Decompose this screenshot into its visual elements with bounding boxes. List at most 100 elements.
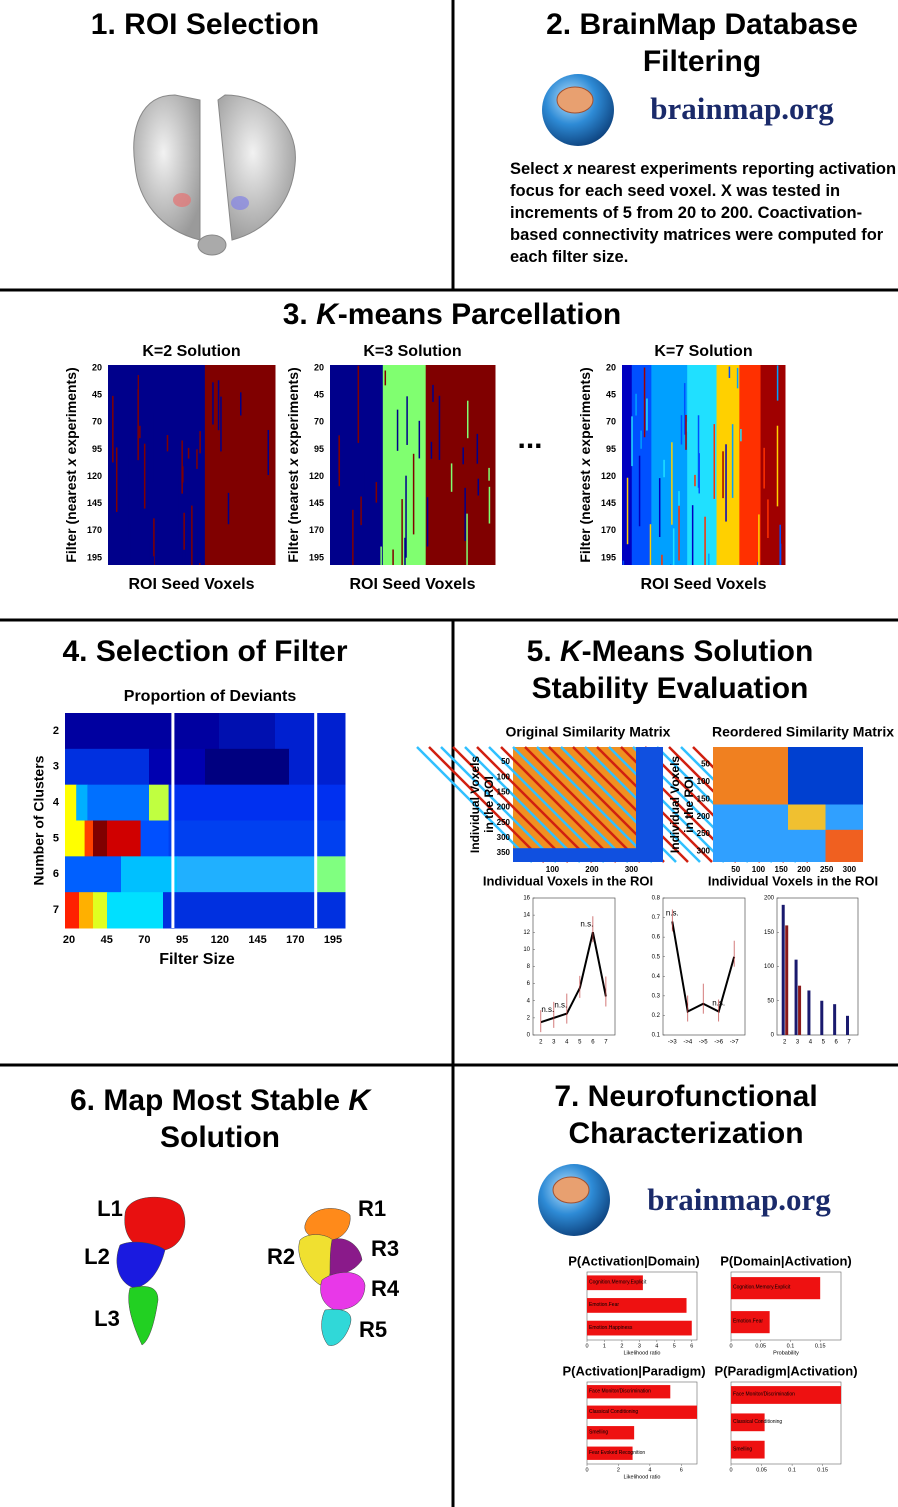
heatmap-cell (635, 393, 637, 416)
heatmap-cell (380, 546, 382, 565)
panel-title-part: 3. (283, 298, 316, 331)
y-tick-label: 2 (53, 725, 59, 737)
heatmap-cell (430, 441, 433, 459)
brain-illustration (133, 94, 296, 256)
y-tick-label: 2 (527, 1015, 531, 1021)
bar (833, 1004, 837, 1035)
heatmap-cell (382, 365, 427, 565)
y-tick-label: 120 (309, 471, 324, 481)
description-part: x (563, 160, 573, 178)
y-tick-label: 8 (527, 964, 531, 970)
heatmap-cell (168, 784, 346, 821)
heatmap-cell (352, 509, 354, 565)
heatmap-cell (713, 424, 716, 499)
heatmap-cell (469, 515, 472, 565)
x-tick-label: 0 (729, 1343, 732, 1349)
bar-label: Cognition.Memory.Explicit (733, 1285, 791, 1291)
panel-title: 1. ROI Selection (91, 8, 319, 41)
heatmap-cell (107, 892, 164, 929)
y-tick-label: 200 (764, 896, 775, 902)
heatmap-cell (76, 784, 88, 821)
matrix-texture (452, 746, 569, 863)
description-part: Select (510, 160, 564, 178)
heatmap-cell (205, 748, 290, 786)
heatmap-cell (434, 439, 436, 474)
heatmap-cell (392, 549, 394, 565)
bar (587, 1298, 687, 1313)
heatmap-cell (338, 435, 340, 474)
x-tick-label: 100 (752, 865, 766, 874)
chart-frame (586, 1381, 698, 1465)
y-axis-label-part: Filter (nearest (285, 466, 301, 562)
y-tick-label: 145 (309, 498, 324, 508)
heatmap-cell (152, 412, 154, 482)
heatmap-cell (375, 435, 378, 472)
x-axis-label: Likelihood ratio (624, 1474, 661, 1480)
x-tick-label: 2 (783, 1040, 787, 1046)
x-tick-label: 120 (211, 934, 229, 946)
heatmap-cell (477, 478, 480, 496)
heatmap-cell (631, 416, 633, 467)
heatmap-cell (166, 435, 169, 452)
heatmap-cell (476, 554, 478, 565)
y-axis-label-part: x (285, 457, 301, 467)
panel-title-part: -Means Solution (582, 635, 814, 668)
x-tick-label: 200 (585, 865, 599, 874)
x-tick-label: ->7 (730, 1040, 740, 1046)
region-label: R2 (267, 1244, 295, 1269)
heatmap-cell (426, 497, 429, 547)
x-tick-label: 195 (324, 934, 342, 946)
y-tick-label: 0.8 (652, 896, 661, 902)
bar-label: Face Monitor/Discrimination (733, 1392, 795, 1398)
bar (846, 1015, 849, 1035)
x-tick-label: 0 (585, 1467, 588, 1473)
x-tick-label: 0.1 (788, 1467, 796, 1473)
heatmap-cell (357, 365, 360, 443)
heatmap-cell (181, 532, 183, 565)
heatmap-cell (678, 491, 680, 509)
heatmap-cell (199, 562, 201, 565)
heatmap-cell (671, 442, 673, 525)
bar (731, 1386, 841, 1404)
x-axis-label: ROI Seed Voxels (350, 576, 476, 593)
panel-title: 7. Neurofunctional (554, 1080, 817, 1113)
heatmap-cell (622, 560, 625, 565)
heatmap-cell (438, 395, 441, 460)
heatmap-cell (736, 367, 739, 389)
y-tick-label: 120 (601, 471, 616, 481)
y-tick-label: 20 (314, 362, 324, 372)
heatmap-cell (163, 892, 346, 929)
y-tick-label: 100 (697, 777, 711, 786)
x-axis-label: Probability (773, 1350, 799, 1356)
heatmap-cell (128, 453, 130, 541)
matrix-texture (572, 746, 689, 863)
heatmap-cell (716, 365, 740, 565)
panel-title-part: K (316, 298, 340, 331)
x-axis-label: ROI Seed Voxels (641, 576, 767, 593)
y-tick-label: 5 (53, 832, 59, 844)
heatmap-cell (643, 367, 646, 438)
bar (731, 1440, 765, 1459)
heatmap-cell (115, 447, 118, 512)
bar (731, 1277, 821, 1300)
y-axis-label-part: experiments) (285, 367, 301, 458)
x-tick-label: 4 (565, 1040, 569, 1046)
bar-label: Classical Conditioning (733, 1419, 782, 1425)
matrix-texture (416, 746, 533, 863)
panel-title: Solution (160, 1121, 280, 1154)
heatmap-cell (412, 453, 415, 535)
annotation: n.s. (666, 909, 679, 918)
heatmap-cell (107, 820, 142, 857)
annotation: n.s. (712, 999, 725, 1008)
annotation: n.s. (541, 1005, 554, 1014)
heatmap-cell (218, 464, 221, 548)
region-label: L3 (94, 1306, 120, 1331)
matrix-texture (536, 746, 653, 863)
y-tick-label: 0.1 (652, 1033, 661, 1039)
heatmap-cell (93, 820, 108, 857)
heatmap-cell (187, 447, 190, 459)
y-tick-label: 300 (697, 847, 711, 856)
y-tick-label: 100 (764, 964, 775, 970)
heatmap-cell (65, 713, 220, 750)
